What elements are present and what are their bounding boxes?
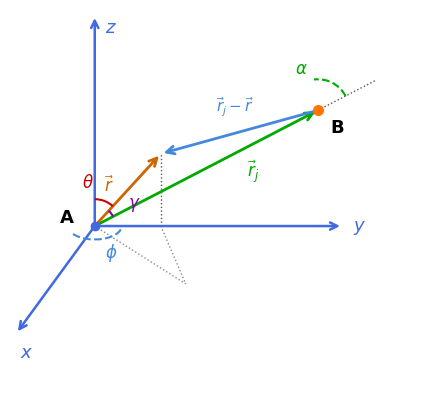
Text: $\vec{r}_j$: $\vec{r}_j$ — [247, 158, 259, 185]
Text: $\gamma$: $\gamma$ — [128, 196, 140, 214]
Text: $\phi$: $\phi$ — [105, 242, 117, 264]
Text: z: z — [105, 19, 115, 37]
Text: $\alpha$: $\alpha$ — [295, 60, 308, 78]
Text: $\vec{r}_j - \vec{r}$: $\vec{r}_j - \vec{r}$ — [216, 96, 254, 119]
Text: $\vec{r}$: $\vec{r}$ — [104, 176, 114, 196]
Text: x: x — [20, 344, 31, 362]
Text: y: y — [353, 217, 364, 235]
Text: B: B — [330, 119, 344, 137]
Text: A: A — [60, 209, 74, 227]
Text: $\theta$: $\theta$ — [82, 174, 93, 192]
